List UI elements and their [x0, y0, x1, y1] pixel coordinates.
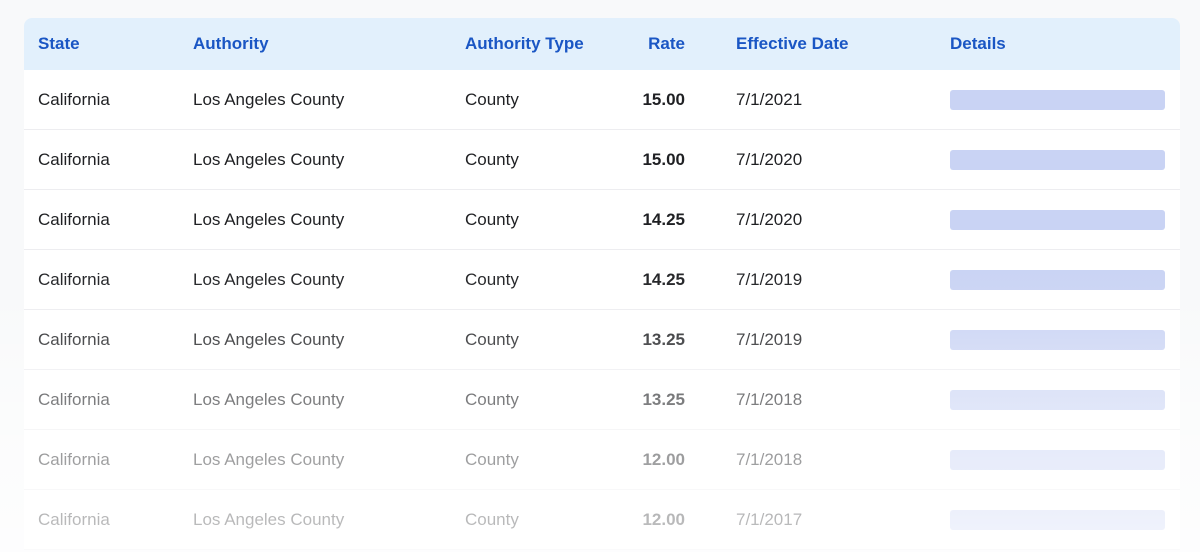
cell-authority-type: County [465, 209, 519, 229]
cell-authority-type: County [465, 269, 519, 289]
cell-authority-type: County [465, 149, 519, 169]
table-row: California Los Angeles County County 13.… [24, 310, 1180, 370]
cell-rate: 12.00 [642, 449, 685, 469]
column-header-authority-type: Authority Type [465, 34, 584, 53]
cell-authority-type: County [465, 329, 519, 349]
details-redacted-bar[interactable] [950, 149, 1165, 170]
cell-effective-date: 7/1/2018 [736, 389, 803, 409]
details-redacted-bar[interactable] [950, 269, 1165, 290]
cell-state: California [38, 89, 110, 109]
cell-effective-date: 7/1/2018 [736, 449, 803, 469]
cell-state: California [38, 329, 110, 349]
table-row: California Los Angeles County County 13.… [24, 370, 1180, 430]
cell-rate: 14.25 [642, 209, 685, 229]
cell-state: California [38, 209, 110, 229]
cell-authority: Los Angeles County [193, 269, 345, 289]
column-header-authority: Authority [193, 34, 269, 53]
cell-authority: Los Angeles County [193, 149, 345, 169]
cell-rate: 15.00 [642, 89, 685, 109]
cell-state: California [38, 269, 110, 289]
details-redacted-bar[interactable] [950, 209, 1165, 230]
cell-details [950, 269, 1180, 290]
table-body: California Los Angeles County County 15.… [24, 70, 1180, 550]
cell-effective-date: 7/1/2021 [736, 89, 803, 109]
cell-authority: Los Angeles County [193, 389, 345, 409]
tax-rates-table: State Authority Authority Type Rate Effe… [24, 18, 1180, 550]
cell-authority-type: County [465, 389, 519, 409]
cell-details [950, 509, 1180, 530]
cell-effective-date: 7/1/2019 [736, 269, 803, 289]
cell-authority: Los Angeles County [193, 329, 345, 349]
table-row: California Los Angeles County County 14.… [24, 190, 1180, 250]
column-header-details: Details [950, 34, 1006, 53]
cell-authority: Los Angeles County [193, 89, 345, 109]
table-header-row: State Authority Authority Type Rate Effe… [24, 18, 1180, 70]
cell-rate: 15.00 [642, 149, 685, 169]
details-redacted-bar[interactable] [950, 389, 1165, 410]
table-row: California Los Angeles County County 12.… [24, 490, 1180, 550]
cell-state: California [38, 389, 110, 409]
cell-state: California [38, 149, 110, 169]
cell-state: California [38, 449, 110, 469]
cell-authority: Los Angeles County [193, 509, 345, 529]
cell-details [950, 389, 1180, 410]
cell-effective-date: 7/1/2020 [736, 209, 803, 229]
table-row: California Los Angeles County County 12.… [24, 430, 1180, 490]
cell-authority-type: County [465, 89, 519, 109]
cell-details [950, 149, 1180, 170]
cell-authority: Los Angeles County [193, 209, 345, 229]
cell-details [950, 209, 1180, 230]
column-header-effective-date: Effective Date [736, 34, 849, 53]
cell-rate: 14.25 [642, 269, 685, 289]
details-redacted-bar[interactable] [950, 89, 1165, 110]
cell-state: California [38, 509, 110, 529]
cell-effective-date: 7/1/2020 [736, 149, 803, 169]
cell-details [950, 329, 1180, 350]
cell-rate: 12.00 [642, 509, 685, 529]
cell-rate: 13.25 [642, 389, 685, 409]
column-header-rate: Rate [648, 34, 685, 53]
cell-effective-date: 7/1/2017 [736, 509, 803, 529]
details-redacted-bar[interactable] [950, 329, 1165, 350]
table-row: California Los Angeles County County 14.… [24, 250, 1180, 310]
cell-details [950, 449, 1180, 470]
cell-rate: 13.25 [642, 329, 685, 349]
table-row: California Los Angeles County County 15.… [24, 70, 1180, 130]
cell-authority-type: County [465, 449, 519, 469]
cell-authority-type: County [465, 509, 519, 529]
table-row: California Los Angeles County County 15.… [24, 130, 1180, 190]
cell-effective-date: 7/1/2019 [736, 329, 803, 349]
cell-details [950, 89, 1180, 110]
details-redacted-bar[interactable] [950, 449, 1165, 470]
cell-authority: Los Angeles County [193, 449, 345, 469]
column-header-state: State [38, 34, 80, 53]
details-redacted-bar[interactable] [950, 509, 1165, 530]
